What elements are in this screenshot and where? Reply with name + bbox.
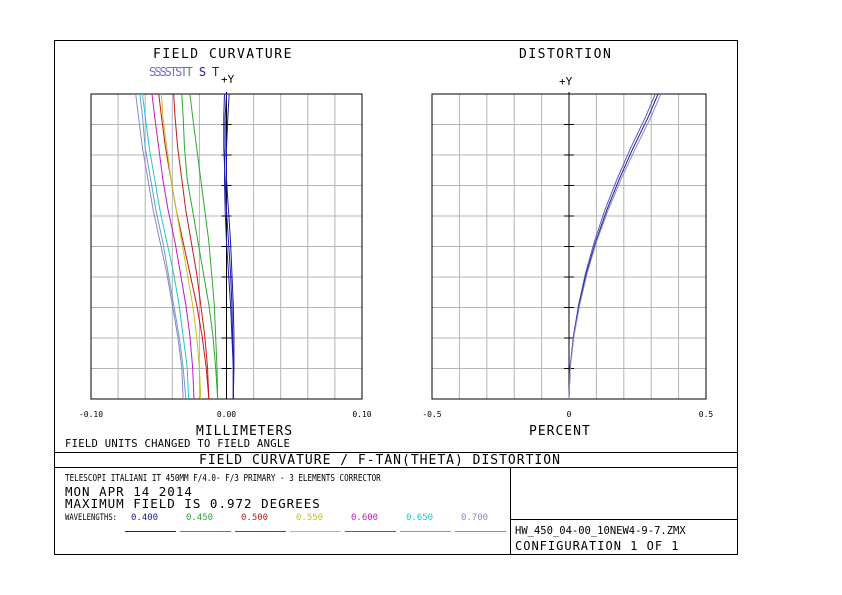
- wavelength-value: 0.450: [186, 513, 214, 523]
- field-units-note: FIELD UNITS CHANGED TO FIELD ANGLE: [65, 438, 291, 450]
- field-curvature-series-line: [135, 93, 184, 400]
- field-curvature-xlabel: MILLIMETERS: [196, 424, 294, 439]
- x-tick-label: 0.00: [217, 410, 236, 419]
- wavelength-value: 0.500: [241, 513, 269, 523]
- field-curvature-series-line: [173, 93, 210, 400]
- file-box-divider: [510, 467, 511, 555]
- x-tick-label: -0.10: [79, 410, 103, 419]
- wavelength-swatch: [125, 531, 176, 532]
- distortion-series-line: [568, 93, 662, 400]
- legend-entry: SSSSTST: [149, 65, 188, 79]
- field-curvature-title: FIELD CURVATURE: [153, 47, 293, 62]
- field-curvature-legend: SSSSTSTT S T: [149, 66, 225, 78]
- x-tick-label: -0.5: [422, 410, 441, 419]
- date-line: MON APR 14 2014: [65, 484, 193, 499]
- field-curvature-series-line: [139, 93, 187, 400]
- wavelength-value: 0.600: [351, 513, 379, 523]
- wavelength-swatch: [400, 531, 451, 532]
- wavelengths-label: WAVELENGTHS:: [65, 513, 118, 523]
- x-tick-label: 0.10: [352, 410, 371, 419]
- divider-bottom: [55, 467, 737, 468]
- wavelength-swatch: [455, 531, 506, 532]
- field-curvature-series-line: [189, 93, 219, 400]
- plots-canvas: -0.10 0.00 0.10 -0.5 0 0.5: [79, 92, 713, 419]
- wavelength-swatch: [180, 531, 231, 532]
- field-curvature-axis-label: +Y: [221, 73, 235, 86]
- plot-banner: FIELD CURVATURE / F-TAN(THETA) DISTORTIO…: [199, 453, 561, 468]
- wavelength-swatch: [290, 531, 341, 532]
- lens-title: TELESCOPI ITALIANI IT 450MM F/4.0- F/3 P…: [65, 473, 381, 484]
- wavelength-value: 0.400: [131, 513, 159, 523]
- distortion-axis-label: +Y: [559, 75, 573, 88]
- legend-entry: T: [212, 65, 220, 79]
- field-curvature-plot: -0.10 0.00 0.10: [79, 92, 372, 419]
- wavelength-value: 0.550: [296, 513, 324, 523]
- max-field-line: MAXIMUM FIELD IS 0.972 DEGREES: [65, 496, 321, 511]
- field-curvature-series-line: [151, 93, 195, 400]
- distortion-plot: -0.5 0 0.5: [422, 92, 713, 419]
- legend-entry: S: [198, 65, 207, 79]
- wavelength-value: 0.650: [406, 513, 434, 523]
- wavelength-value: 0.700: [461, 513, 489, 523]
- file-name: HW_450_04-00_10NEW4-9-7.ZMX: [515, 525, 686, 537]
- wavelength-swatch: [235, 531, 286, 532]
- x-tick-label: 0.5: [699, 410, 714, 419]
- file-box-rule: [510, 519, 737, 520]
- field-curvature-series-line: [223, 93, 234, 399]
- wavelength-swatch: [345, 531, 396, 532]
- plot-sheet: FIELD CURVATURE SSSSTSTT S T +Y DISTORTION…: [54, 40, 738, 555]
- field-curvature-series-line: [160, 93, 202, 400]
- distortion-title: DISTORTION: [519, 47, 613, 62]
- x-tick-label: 0: [567, 410, 572, 419]
- legend-entry: T: [185, 65, 193, 79]
- field-curvature-series-line: [158, 93, 210, 400]
- divider-top: [55, 452, 737, 453]
- field-curvature-series-line: [181, 93, 219, 400]
- configuration-label: CONFIGURATION 1 OF 1: [515, 539, 680, 553]
- distortion-xlabel: PERCENT: [529, 424, 591, 439]
- field-curvature-series-line: [141, 93, 190, 400]
- field-curvature-series-line: [226, 93, 235, 400]
